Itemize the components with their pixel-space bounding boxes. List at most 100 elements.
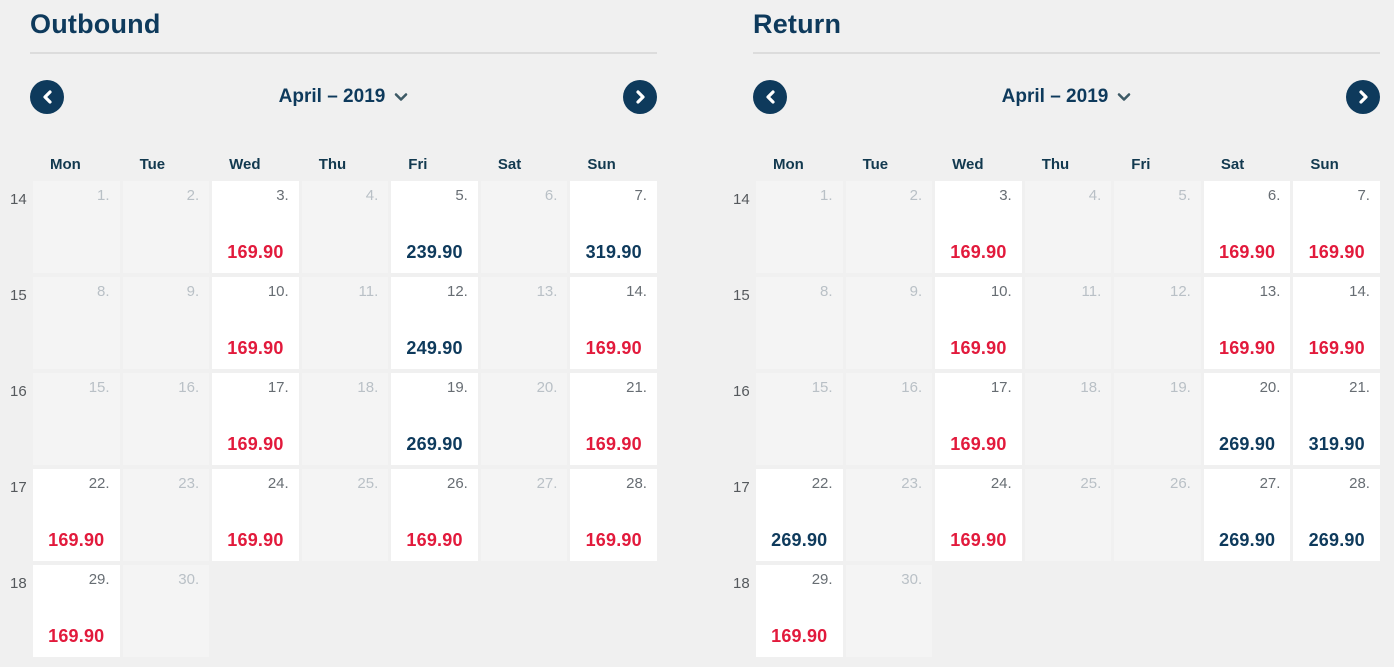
day-cell[interactable]: 17. 169.90 (212, 373, 299, 465)
next-month-button[interactable] (623, 80, 657, 114)
price-label: 169.90 (1219, 242, 1276, 262)
price-label: 169.90 (1308, 242, 1365, 262)
price-label: 169.90 (48, 530, 105, 550)
price-label: 269.90 (1219, 434, 1276, 454)
day-cell[interactable]: 20. 269.90 (1203, 373, 1291, 465)
day-cell[interactable]: 21. 169.90 (570, 373, 657, 465)
day-cell-blank (935, 565, 1022, 657)
day-cell[interactable]: 5. 239.90 (391, 181, 478, 273)
day-cell[interactable]: 13. 169.90 (1203, 277, 1291, 369)
week-number: 16 (10, 383, 27, 400)
month-selector[interactable]: April – 2019 (64, 86, 623, 108)
day-cell: 9. (122, 277, 210, 369)
day-cell[interactable]: 24. 169.90 (212, 469, 299, 561)
day-number: 18. (1080, 379, 1102, 396)
day-number: 26. (1169, 475, 1191, 492)
day-number: 30. (178, 571, 200, 588)
day-cell: 30. (122, 565, 210, 657)
weekday-header: Mon (50, 156, 81, 173)
month-label: April – 2019 (1001, 86, 1109, 107)
day-cell[interactable]: 6. 169.90 (1203, 181, 1291, 273)
day-number: 7. (634, 187, 647, 204)
week-number: 18 (733, 575, 750, 592)
return-calendar: Return April – 2019 Mon Tue Wed Thu Fri Sat Su… (731, 0, 1380, 657)
day-cell: 11. (301, 277, 389, 369)
day-cell-blank (1204, 565, 1291, 657)
month-selector[interactable]: April – 2019 (787, 86, 1346, 108)
day-number: 29. (88, 571, 110, 588)
price-label: 249.90 (406, 338, 463, 358)
month-nav: April – 2019 (30, 54, 657, 140)
day-cell[interactable]: 19. 269.90 (391, 373, 478, 465)
day-cell[interactable]: 14. 169.90 (1293, 277, 1380, 369)
day-number: 23. (901, 475, 923, 492)
day-number: 6. (1267, 187, 1281, 204)
day-cell[interactable]: 26. 169.90 (391, 469, 478, 561)
day-cell: 25. (301, 469, 389, 561)
day-cell[interactable]: 10. 169.90 (212, 277, 299, 369)
price-label: 169.90 (950, 242, 1007, 262)
day-cell[interactable]: 29. 169.90 (756, 565, 843, 657)
day-cell[interactable]: 12. 249.90 (391, 277, 478, 369)
day-cell[interactable]: 7. 319.90 (570, 181, 657, 273)
weekday-header: Tue (139, 156, 166, 173)
day-cell[interactable]: 7. 169.90 (1293, 181, 1380, 273)
day-cell-blank (1293, 565, 1380, 657)
day-number: 14. (1349, 283, 1370, 300)
day-number: 3. (999, 187, 1012, 204)
day-number: 13. (1259, 283, 1281, 300)
day-number: 15. (811, 379, 833, 396)
day-cell[interactable]: 24. 169.90 (935, 469, 1022, 561)
week-number: 14 (10, 191, 27, 208)
day-number: 20. (1259, 379, 1281, 396)
day-cell[interactable]: 21. 319.90 (1293, 373, 1380, 465)
day-cell: 4. (301, 181, 389, 273)
day-cell[interactable]: 14. 169.90 (570, 277, 657, 369)
day-number: 29. (811, 571, 833, 588)
day-cell[interactable]: 28. 169.90 (570, 469, 657, 561)
week-number: 17 (733, 479, 750, 496)
price-label: 169.90 (771, 626, 828, 646)
title-divider (753, 52, 1380, 54)
day-cell: 12. (1114, 277, 1201, 369)
month-nav: April – 2019 (753, 54, 1380, 140)
month-label: April – 2019 (278, 86, 386, 107)
day-cell: 5. (1114, 181, 1201, 273)
week-number: 15 (733, 287, 750, 304)
day-number: 19. (446, 379, 468, 396)
week-number: 17 (10, 479, 27, 496)
price-label: 169.90 (227, 434, 284, 454)
day-number: 12. (1169, 283, 1191, 300)
day-number: 5. (455, 187, 468, 204)
day-number: 13. (536, 283, 558, 300)
day-cell[interactable]: 22. 169.90 (33, 469, 120, 561)
day-cell: 8. (756, 277, 843, 369)
day-cell: 13. (480, 277, 568, 369)
weekday-header: Thu (1041, 156, 1070, 173)
day-number: 21. (626, 379, 647, 396)
day-cell[interactable]: 10. 169.90 (935, 277, 1022, 369)
week-number: 16 (733, 383, 750, 400)
day-number: 19. (1169, 379, 1191, 396)
day-cell[interactable]: 3. 169.90 (935, 181, 1022, 273)
day-cell[interactable]: 17. 169.90 (935, 373, 1022, 465)
day-cell[interactable]: 27. 269.90 (1203, 469, 1291, 561)
price-label: 169.90 (48, 626, 105, 646)
price-label: 169.90 (585, 530, 642, 550)
prev-month-button[interactable] (30, 80, 64, 114)
next-month-button[interactable] (1346, 80, 1380, 114)
weekday-header: Wed (229, 156, 261, 173)
price-label: 269.90 (771, 530, 828, 550)
day-cell-blank (1025, 565, 1112, 657)
day-cell[interactable]: 3. 169.90 (212, 181, 299, 273)
day-cell[interactable]: 22. 269.90 (756, 469, 843, 561)
weekday-header: Sun (1310, 156, 1339, 173)
day-number: 22. (811, 475, 833, 492)
day-number: 2. (186, 187, 200, 204)
day-number: 30. (901, 571, 923, 588)
day-cell[interactable]: 28. 269.90 (1293, 469, 1380, 561)
day-cell[interactable]: 29. 169.90 (33, 565, 120, 657)
prev-month-button[interactable] (753, 80, 787, 114)
day-number: 25. (1080, 475, 1102, 492)
price-label: 269.90 (1308, 530, 1365, 550)
